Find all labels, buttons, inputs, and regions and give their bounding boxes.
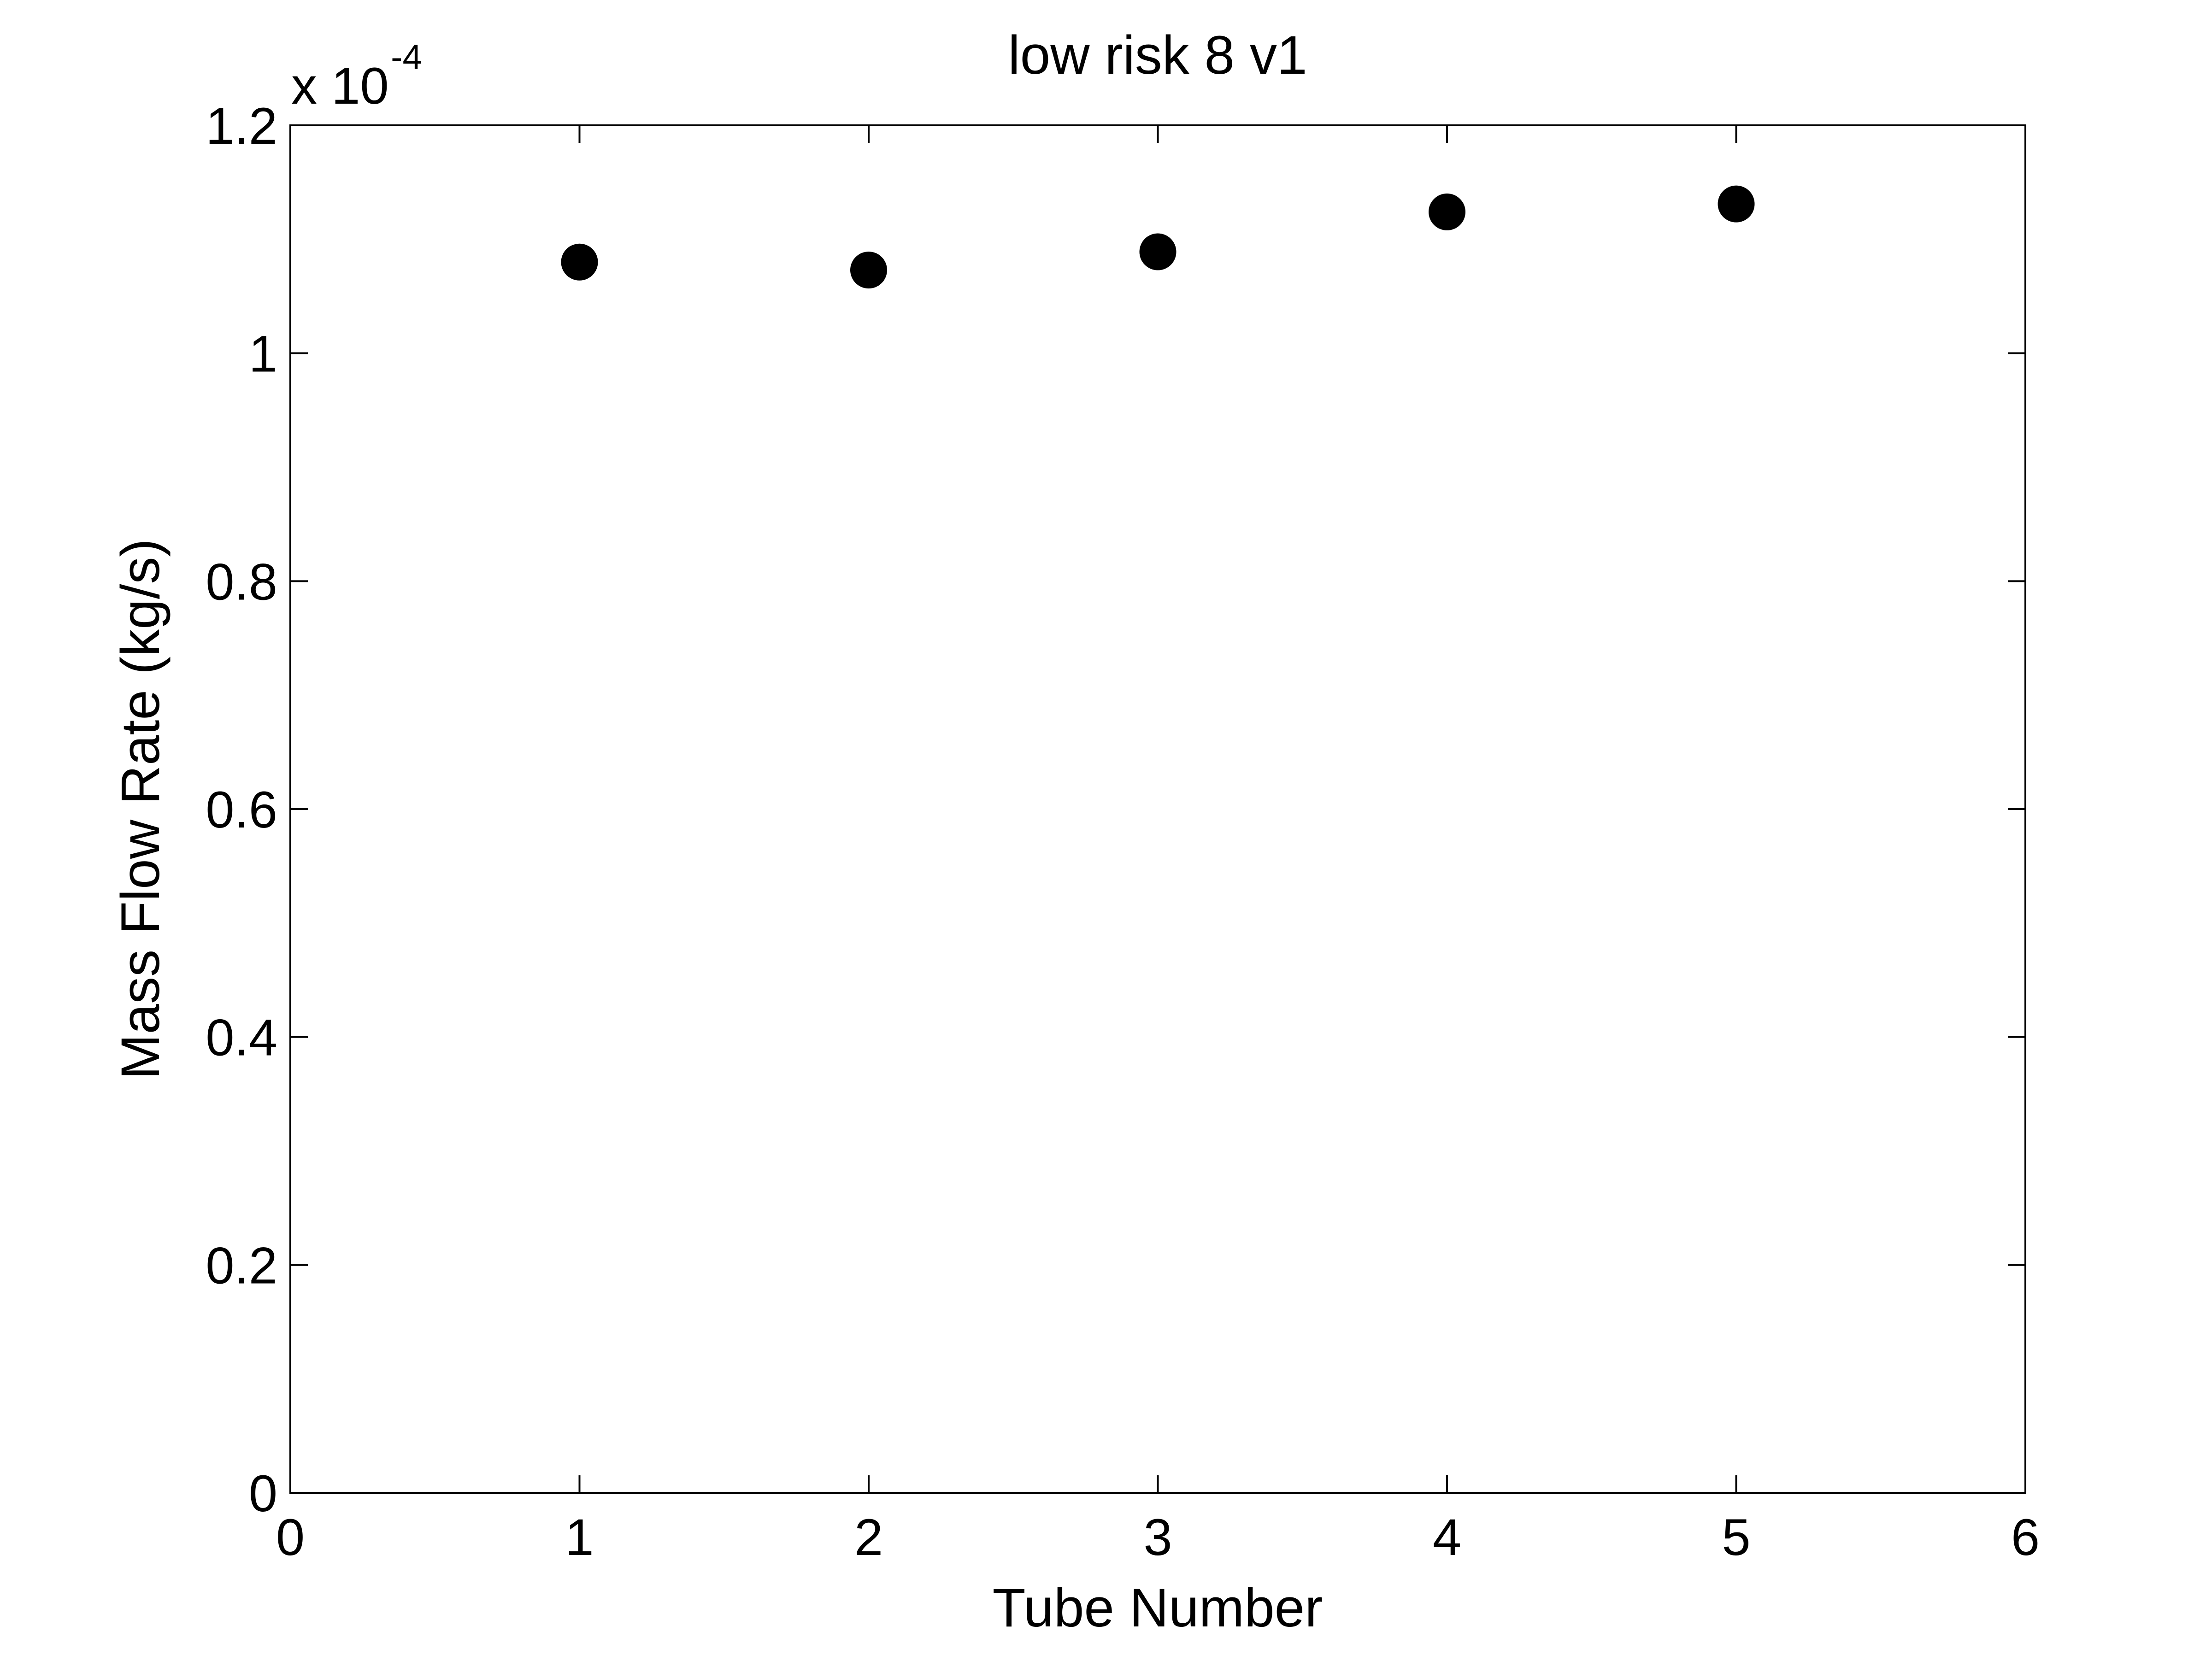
- x-tick-label: 5: [1722, 1508, 1750, 1566]
- y-exponent-label: x 10 -4: [291, 38, 422, 115]
- x-tick-label: 4: [1433, 1508, 1461, 1566]
- y-tick-label: 0.8: [206, 553, 277, 610]
- y-tick-label: 0: [249, 1465, 277, 1522]
- x-tick-label: 2: [854, 1508, 883, 1566]
- x-axis-label: Tube Number: [992, 1578, 1323, 1638]
- data-point: [1429, 193, 1465, 230]
- data-point: [850, 252, 887, 289]
- y-axis-ticks: 0 0.2 0.4 0.6 0.8 1 1.2: [206, 97, 2025, 1522]
- x-tick-label: 3: [1143, 1508, 1172, 1566]
- y-axis-label: Mass Flow Rate (kg/s): [110, 539, 171, 1080]
- y-tick-label: 0.4: [206, 1009, 277, 1067]
- chart-title: low risk 8 v1: [1008, 25, 1307, 86]
- data-points: [561, 185, 1755, 289]
- x-tick-label: 0: [276, 1508, 305, 1566]
- data-point: [1139, 233, 1177, 270]
- y-tick-label: 1: [249, 325, 277, 383]
- x-tick-label: 1: [565, 1508, 594, 1566]
- x-tick-label: 6: [2011, 1508, 2040, 1566]
- plot-area: [289, 124, 2026, 1494]
- y-tick-label: 1.2: [206, 97, 277, 155]
- y-tick-label: 0.2: [206, 1237, 277, 1294]
- y-tick-label: 0.6: [206, 781, 277, 839]
- data-point: [561, 243, 598, 281]
- data-point: [1718, 185, 1755, 223]
- y-exponent-prefix: x 10: [291, 57, 389, 115]
- y-exponent-power: -4: [391, 38, 422, 77]
- x-axis-ticks: 0 1 2 3 4 5 6: [276, 125, 2040, 1566]
